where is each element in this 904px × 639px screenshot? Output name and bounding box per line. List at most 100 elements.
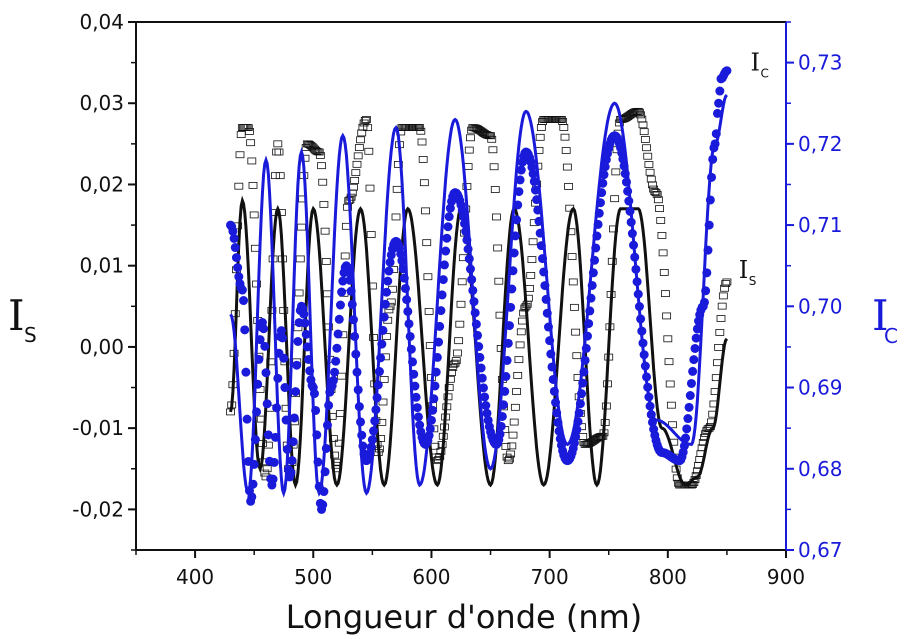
dot-marker: [230, 234, 239, 243]
dot-marker: [470, 297, 479, 306]
dot-marker: [344, 268, 353, 277]
dot-marker: [405, 319, 414, 328]
dot-marker: [636, 314, 645, 323]
dot-marker: [441, 247, 450, 256]
square-marker: [513, 389, 521, 395]
dot-marker: [532, 195, 541, 204]
dot-marker: [379, 326, 388, 335]
square-marker: [639, 122, 647, 128]
dot-marker: [292, 361, 301, 370]
dot-marker: [623, 187, 632, 196]
dot-marker: [353, 368, 362, 377]
dot-marker: [579, 367, 588, 376]
dot-marker: [321, 467, 330, 476]
dot-marker: [311, 406, 320, 415]
x-tick-label: 800: [649, 565, 687, 589]
dot-marker: [596, 198, 605, 207]
dot-marker: [544, 323, 553, 332]
square-marker: [318, 163, 326, 169]
dot-marker: [403, 307, 412, 316]
dot-marker: [283, 445, 292, 454]
square-marker: [656, 206, 664, 212]
dot-marker: [332, 344, 341, 353]
square-marker: [572, 329, 580, 335]
dot-marker: [291, 387, 300, 396]
dot-marker: [428, 406, 437, 415]
dot-marker: [467, 275, 476, 284]
x-tick-label: 700: [531, 565, 569, 589]
dot-marker: [701, 286, 710, 295]
dot-marker: [460, 219, 469, 228]
dot-marker: [513, 200, 522, 209]
dot-marker: [335, 315, 344, 324]
square-marker: [568, 254, 576, 260]
dot-marker: [531, 186, 540, 195]
dot-marker: [542, 295, 551, 304]
dot-marker: [439, 275, 448, 284]
square-marker: [658, 232, 666, 238]
dot-marker: [647, 410, 656, 419]
dot-marker: [700, 298, 709, 307]
dot-marker: [687, 379, 696, 388]
dot-marker: [312, 430, 321, 439]
dot-marker: [627, 218, 636, 227]
dot-marker: [247, 492, 256, 501]
dot-marker: [303, 342, 312, 351]
dot-marker: [500, 387, 509, 396]
dot-marker: [642, 372, 651, 381]
square-marker: [537, 125, 545, 131]
dot-marker: [680, 441, 689, 450]
square-marker: [494, 245, 502, 251]
dot-marker: [540, 281, 549, 290]
square-marker: [271, 173, 279, 179]
dot-marker: [643, 383, 652, 392]
dot-marker: [537, 241, 546, 250]
square-marker: [456, 321, 464, 327]
dot-marker: [474, 342, 483, 351]
dot-marker: [692, 334, 701, 343]
dot-marker: [412, 393, 421, 402]
square-marker: [509, 432, 517, 438]
square-marker: [457, 301, 465, 307]
square-marker: [664, 336, 672, 342]
dot-marker: [262, 368, 271, 377]
square-marker: [320, 201, 328, 207]
dot-marker: [533, 206, 542, 215]
dot-marker: [598, 179, 607, 188]
dot-marker: [354, 385, 363, 394]
dot-marker: [639, 339, 648, 348]
dot-marker: [249, 480, 258, 489]
dot-marker: [414, 412, 423, 421]
dot-marker: [630, 253, 639, 262]
dot-marker: [426, 424, 435, 433]
dot-marker: [270, 458, 279, 467]
dot-marker: [384, 267, 393, 276]
square-marker: [666, 381, 674, 387]
dot-marker: [590, 256, 599, 265]
square-marker: [510, 419, 518, 425]
dot-marker: [688, 367, 697, 376]
dot-marker: [252, 407, 261, 416]
dot-marker: [438, 290, 447, 299]
dot-marker: [689, 355, 698, 364]
dot-marker: [507, 285, 516, 294]
dot-marker: [381, 300, 390, 309]
dot-marker: [368, 435, 377, 444]
square-marker: [418, 139, 426, 145]
square-marker: [560, 124, 568, 130]
square-marker: [536, 134, 544, 140]
dot-marker: [682, 424, 691, 433]
square-marker: [366, 185, 374, 191]
dot-marker: [713, 109, 722, 118]
square-marker: [349, 184, 357, 190]
square-marker: [323, 291, 331, 297]
dot-marker: [329, 376, 338, 385]
dot-marker: [629, 241, 638, 250]
dot-marker: [243, 415, 252, 424]
dot-marker: [373, 393, 382, 402]
square-marker: [569, 279, 577, 285]
dot-marker: [552, 408, 561, 417]
square-marker: [352, 170, 360, 176]
dot-marker: [348, 300, 357, 309]
